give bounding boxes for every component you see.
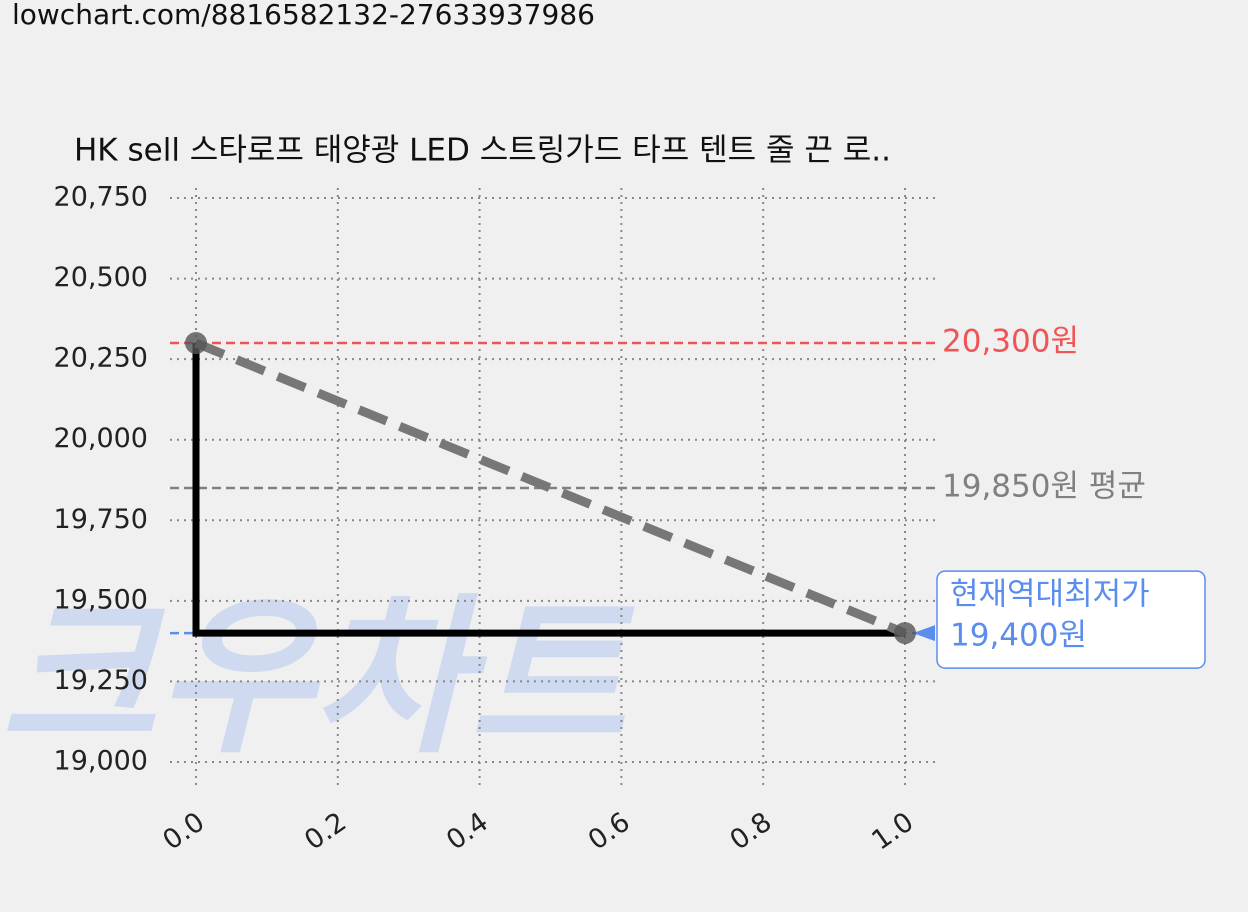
y-tick-label: 20,750 <box>54 182 148 213</box>
x-tick-label: 0.6 <box>583 806 636 856</box>
y-tick-label: 19,250 <box>54 665 148 696</box>
annotation-arrow <box>913 625 935 642</box>
annotation-label: 19,400원 <box>950 618 1087 654</box>
x-tick-label: 0.0 <box>157 806 210 856</box>
source-url: lowchart.com/8816582132-27633937986 <box>12 0 595 31</box>
annotation-label: 20,300원 <box>942 324 1079 360</box>
y-tick-label: 20,000 <box>54 423 148 454</box>
y-tick-label: 19,750 <box>54 504 148 535</box>
x-tick-label: 0.2 <box>299 806 352 856</box>
y-tick-label: 20,500 <box>54 262 148 293</box>
y-tick-label: 20,250 <box>54 343 148 374</box>
y-tick-label: 19,500 <box>54 584 148 615</box>
y-tick-label: 19,000 <box>54 746 148 777</box>
x-tick-label: 0.8 <box>725 806 778 856</box>
point <box>185 332 207 355</box>
annotation-label: 19,850원 평균 <box>942 469 1146 505</box>
x-tick-label: 0.4 <box>441 806 494 856</box>
annotation-title: 현재역대최저가 <box>950 577 1150 613</box>
point <box>894 622 916 645</box>
annotation-box <box>936 570 1206 669</box>
x-tick-label: 1.0 <box>866 806 919 856</box>
watermark: 크우차트 <box>0 579 635 777</box>
trend-line <box>194 338 907 638</box>
chart-title: HK sell 스타로프 태양광 LED 스트링가드 타프 텐트 줄 끈 로.. <box>74 133 891 169</box>
